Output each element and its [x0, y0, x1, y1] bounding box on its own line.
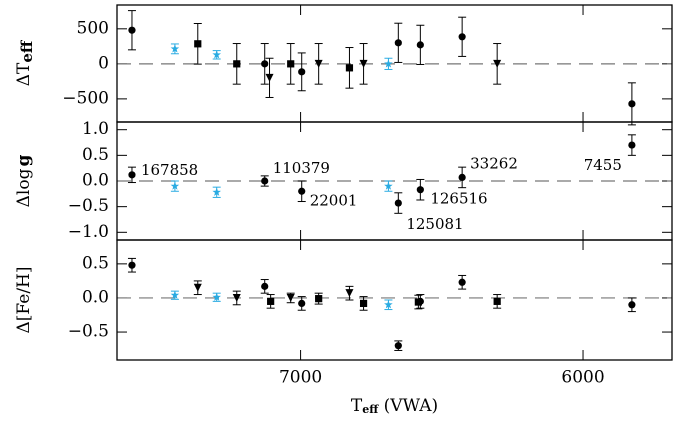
y-tick-label: −0.5 — [68, 196, 109, 216]
point — [261, 282, 269, 290]
y-axis-label-main: Δlog — [14, 168, 34, 207]
point — [493, 297, 501, 305]
point — [458, 278, 466, 286]
point — [212, 50, 221, 59]
point — [170, 290, 180, 299]
point — [298, 187, 306, 195]
point — [628, 301, 636, 309]
x-tick-label: 7000 — [279, 368, 322, 388]
x-axis-label-rest: (VWA) — [378, 396, 438, 416]
y-tick-label: −1.0 — [68, 222, 109, 242]
point — [384, 300, 393, 309]
point — [458, 173, 466, 182]
y-tick-label: 0.0 — [82, 171, 109, 191]
y-axis-label-main: Δ[Fe/H] — [14, 266, 34, 333]
x-tick-label: 6000 — [561, 368, 604, 388]
point-label: 110379 — [273, 159, 330, 177]
point — [298, 299, 306, 308]
point — [628, 141, 636, 149]
point — [394, 342, 402, 350]
y-axis-label: Δ[Fe/H] — [14, 266, 34, 333]
y-tick-label: 0 — [98, 53, 109, 73]
point — [286, 293, 295, 302]
point — [314, 59, 323, 68]
point — [128, 261, 136, 269]
y-tick-label: −500 — [62, 88, 109, 108]
point — [384, 181, 393, 190]
point — [359, 299, 368, 308]
point — [212, 292, 221, 301]
x-axis-label-main: T — [351, 396, 363, 416]
point — [128, 171, 136, 179]
point — [414, 298, 422, 306]
y-axis-label: ΔTeff — [14, 39, 37, 86]
point — [345, 64, 354, 72]
point-label: 167858 — [141, 161, 198, 179]
point — [493, 59, 502, 68]
y-axis-label-sub: eff — [18, 39, 36, 63]
point — [345, 289, 354, 298]
panel-frame — [116, 239, 673, 361]
point — [170, 181, 180, 190]
point — [384, 59, 393, 68]
point — [416, 41, 424, 49]
x-axis-label-sub: eff — [362, 403, 379, 416]
point-label: 22001 — [310, 191, 358, 209]
point — [287, 60, 295, 68]
point — [128, 26, 136, 34]
point — [194, 40, 202, 48]
point — [233, 60, 241, 68]
y-axis-label-main: ΔT — [14, 62, 34, 86]
y-tick-label: 0.5 — [82, 145, 109, 165]
point — [232, 293, 241, 302]
point — [261, 60, 269, 68]
y-tick-label: −0.5 — [68, 322, 109, 342]
y-tick-label: 0.0 — [82, 287, 109, 307]
point — [416, 186, 424, 194]
point — [170, 44, 180, 53]
y-tick-label: 500 — [77, 18, 109, 38]
y-tick-label: 1.0 — [82, 119, 109, 139]
y-axis-label-bold: g — [14, 155, 34, 167]
point — [458, 33, 466, 41]
point-label: 7455 — [584, 156, 622, 174]
point-label: 125081 — [406, 215, 463, 233]
point — [359, 59, 368, 68]
x-axis-label: Teff (VWA) — [351, 396, 438, 417]
point — [212, 187, 221, 196]
point — [394, 39, 402, 47]
point — [394, 199, 402, 207]
point — [628, 100, 636, 108]
point — [265, 73, 274, 82]
point — [261, 177, 269, 185]
y-axis-label: Δlogg — [14, 155, 34, 208]
point-label: 33262 — [470, 154, 518, 172]
point — [315, 295, 323, 303]
point — [267, 297, 275, 305]
point — [298, 68, 306, 76]
point — [193, 283, 202, 292]
point-label: 126516 — [430, 190, 487, 208]
y-tick-label: 0.5 — [82, 253, 109, 273]
